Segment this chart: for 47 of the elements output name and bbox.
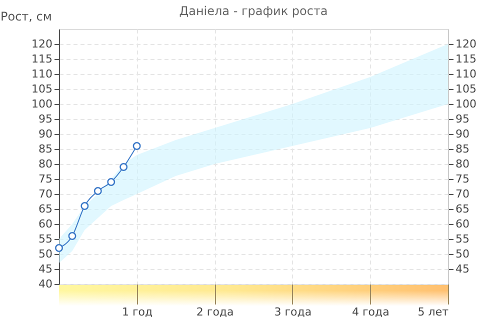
y2-tick-label: 95 xyxy=(456,112,470,126)
y-tick-label: 60 xyxy=(38,218,52,230)
x-tick-label: 1 год xyxy=(122,306,153,318)
x-tick-label: 4 года xyxy=(352,306,390,318)
chart-title: Даніела - график роста xyxy=(179,4,328,18)
point xyxy=(132,142,141,150)
y-tick-label: 45 xyxy=(38,262,52,276)
point xyxy=(107,178,116,186)
y-tick-label: 110 xyxy=(32,68,52,80)
y-tick-label: 75 xyxy=(38,172,52,186)
x-tick-label: 2 года xyxy=(196,306,234,318)
point xyxy=(94,187,102,195)
point xyxy=(80,202,89,210)
y-tick-label: 70 xyxy=(38,188,52,200)
point xyxy=(120,163,128,171)
y2-tick-label: 120 xyxy=(456,38,476,50)
y2-tick-label: 45 xyxy=(456,262,470,276)
y-axis-title: Рост, см xyxy=(0,10,52,24)
y2-tick-label: 85 xyxy=(456,142,470,156)
point xyxy=(68,232,76,240)
y2-tick-label: 55 xyxy=(456,232,470,246)
y2-tick-label: 90 xyxy=(456,128,470,140)
y-tick-label: 40 xyxy=(38,278,52,290)
y2-tick-label: 60 xyxy=(456,218,470,230)
y2-tick-label: 75 xyxy=(456,172,470,186)
x-tick-label: 5 лет xyxy=(418,306,450,318)
y2-tick-label: 115 xyxy=(456,52,476,66)
y2-tick-label: 80 xyxy=(456,158,470,170)
y2-tick-label: 65 xyxy=(456,202,470,216)
y2-tick-label: 70 xyxy=(456,188,470,200)
y-tick-label: 120 xyxy=(32,38,52,50)
y2-tick-label: 110 xyxy=(456,68,476,80)
y-tick-label: 115 xyxy=(32,52,52,66)
y-tick-label: 100 xyxy=(32,98,52,110)
y-tick-label: 105 xyxy=(32,82,52,96)
y2-tick-label: 105 xyxy=(456,82,476,96)
y-tick-label: 50 xyxy=(38,248,52,260)
y-tick-label: 90 xyxy=(38,128,52,140)
y-tick-label: 85 xyxy=(38,142,52,156)
y-tick-label: 65 xyxy=(38,202,52,216)
y2-tick-label: 50 xyxy=(456,248,470,260)
y-tick-label: 55 xyxy=(38,232,52,246)
x-tick-label: 3 года xyxy=(274,306,312,318)
y-tick-label: 95 xyxy=(38,112,52,126)
point xyxy=(54,244,64,252)
y2-tick-label: 100 xyxy=(456,98,476,110)
y-tick-label: 80 xyxy=(38,158,52,170)
